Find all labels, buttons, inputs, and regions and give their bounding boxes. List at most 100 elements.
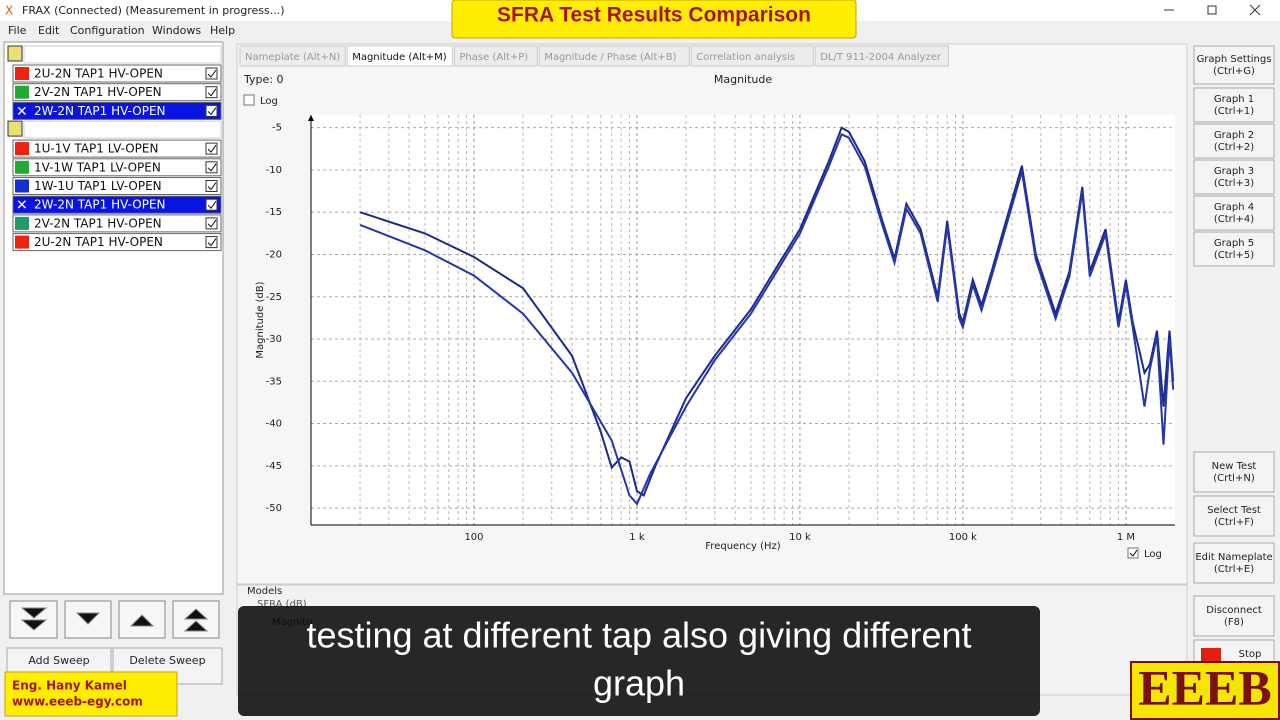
tab[interactable] bbox=[538, 45, 690, 67]
credit-name: Eng. Hany Kamel bbox=[12, 679, 127, 693]
checkbox[interactable] bbox=[205, 86, 218, 99]
arrow-buttons[interactable] bbox=[9, 600, 220, 639]
log-x-label: Log bbox=[1144, 549, 1162, 560]
test-item[interactable] bbox=[12, 177, 222, 195]
check bbox=[207, 200, 217, 209]
group-header bbox=[7, 45, 23, 62]
tab-label: DL/T 911-2004 Analyzer bbox=[820, 52, 942, 63]
test-item[interactable] bbox=[12, 233, 222, 252]
group-header-box bbox=[23, 120, 222, 139]
group-header bbox=[7, 120, 23, 137]
menu-item[interactable]: Help bbox=[210, 24, 235, 37]
side-button-shortcut: (Ctrl+G) bbox=[1213, 66, 1255, 77]
y-axis-label: Magnitude (dB) bbox=[255, 281, 266, 358]
check bbox=[207, 107, 217, 116]
x-tick-label: 10 k bbox=[789, 532, 811, 543]
y-tick-label: -50 bbox=[266, 503, 282, 514]
side-button-label: Edit Nameplate bbox=[1195, 552, 1272, 563]
side-button[interactable] bbox=[1193, 45, 1275, 85]
color-swatch bbox=[15, 160, 29, 174]
tab[interactable] bbox=[453, 45, 538, 67]
test-label: 2V-2N TAP1 HV-OPEN bbox=[34, 216, 162, 230]
side-button-label: Graph 2 bbox=[1214, 130, 1254, 141]
color-swatch bbox=[15, 235, 29, 249]
side-button[interactable] bbox=[1193, 231, 1275, 267]
x-tick-label: 100 bbox=[464, 532, 483, 543]
checkbox[interactable] bbox=[205, 161, 218, 174]
test-item[interactable] bbox=[12, 214, 222, 233]
window-controls[interactable] bbox=[1164, 4, 1261, 16]
test-label: 2V-2N TAP1 HV-OPEN bbox=[34, 85, 162, 99]
test-item[interactable] bbox=[12, 195, 222, 214]
tab[interactable] bbox=[346, 45, 453, 67]
checkbox[interactable] bbox=[205, 104, 218, 117]
menu-item[interactable]: Configuration bbox=[70, 24, 145, 37]
test-label: 2W-2N TAP1 HV-OPEN bbox=[34, 198, 166, 212]
side-button[interactable] bbox=[1193, 123, 1275, 159]
y-tick-label: -45 bbox=[266, 461, 282, 472]
checkbox[interactable] bbox=[205, 180, 218, 192]
test-item[interactable] bbox=[12, 64, 222, 83]
test-label: 1V-1W TAP1 LV-OPEN bbox=[34, 160, 161, 174]
side-button[interactable] bbox=[1193, 495, 1275, 537]
side-button-shortcut: (Ctrl+5) bbox=[1214, 250, 1254, 261]
app-icon: X bbox=[5, 4, 13, 18]
selected-mark: ✕ bbox=[16, 104, 28, 120]
side-button-label: Graph 5 bbox=[1214, 238, 1254, 249]
graph-title: Magnitude bbox=[714, 73, 773, 86]
type-label: Type: 0 bbox=[243, 73, 283, 86]
y-tick-label: -40 bbox=[266, 419, 282, 430]
check bbox=[207, 163, 217, 172]
tab-label: Nameplate (Alt+N) bbox=[245, 52, 340, 63]
side-button-shortcut: (F8) bbox=[1224, 617, 1244, 628]
side-button-label: Graph 4 bbox=[1214, 202, 1254, 213]
side-button[interactable] bbox=[1193, 195, 1275, 231]
sweep-button-label: Add Sweep bbox=[28, 654, 89, 667]
menu-item[interactable]: File bbox=[8, 24, 27, 37]
tab[interactable] bbox=[814, 45, 949, 67]
checkbox[interactable] bbox=[205, 198, 218, 211]
side-button[interactable] bbox=[1193, 595, 1275, 637]
menu-item[interactable]: Windows bbox=[152, 24, 201, 37]
test-item[interactable] bbox=[12, 101, 222, 120]
banner-text: SFRA Test Results Comparison bbox=[497, 4, 811, 27]
checkbox[interactable] bbox=[205, 142, 218, 155]
side-button-shortcut: (Ctrl+F) bbox=[1214, 517, 1254, 528]
y-tick-label: -20 bbox=[266, 249, 282, 260]
side-button-label: Graph 3 bbox=[1214, 166, 1254, 177]
tab[interactable] bbox=[239, 45, 346, 67]
caption-line: graph bbox=[593, 663, 685, 704]
caption-line: testing at different tap also giving dif… bbox=[306, 615, 971, 656]
check bbox=[207, 238, 217, 247]
checkbox[interactable] bbox=[205, 217, 218, 230]
side-button[interactable] bbox=[1193, 542, 1275, 584]
credit-url: www.eeeb-egy.com bbox=[12, 695, 143, 709]
sweep-button-label: Delete Sweep bbox=[129, 654, 205, 667]
test-label: 1W-1U TAP1 LV-OPEN bbox=[34, 179, 162, 193]
log-y-label: Log bbox=[260, 96, 278, 107]
side-button-shortcut: (Ctrl+3) bbox=[1214, 178, 1254, 189]
test-item[interactable] bbox=[12, 139, 222, 158]
side-button[interactable] bbox=[1193, 87, 1275, 123]
log-y-checkbox[interactable] bbox=[243, 94, 255, 106]
color-swatch bbox=[15, 216, 29, 230]
checkbox[interactable] bbox=[205, 236, 218, 249]
check bbox=[207, 88, 217, 97]
y-tick-label: -35 bbox=[266, 376, 282, 387]
checkbox[interactable] bbox=[205, 67, 218, 80]
test-item[interactable] bbox=[12, 158, 222, 177]
tab[interactable] bbox=[690, 45, 814, 67]
side-button-shortcut: (Ctrl+4) bbox=[1214, 214, 1254, 225]
y-tick-label: -25 bbox=[266, 292, 282, 303]
side-button-label: Select Test bbox=[1207, 505, 1261, 516]
side-button-shortcut: (Ctrl+2) bbox=[1214, 142, 1254, 153]
test-label: 2W-2N TAP1 HV-OPEN bbox=[34, 104, 166, 118]
test-item[interactable] bbox=[12, 83, 222, 102]
test-label: 1U-1V TAP1 LV-OPEN bbox=[34, 142, 158, 156]
log-x-checkbox[interactable] bbox=[1127, 547, 1139, 559]
side-button[interactable] bbox=[1193, 159, 1275, 195]
color-swatch bbox=[15, 67, 29, 80]
side-button[interactable] bbox=[1193, 451, 1275, 493]
menu-item[interactable]: Edit bbox=[38, 24, 60, 37]
